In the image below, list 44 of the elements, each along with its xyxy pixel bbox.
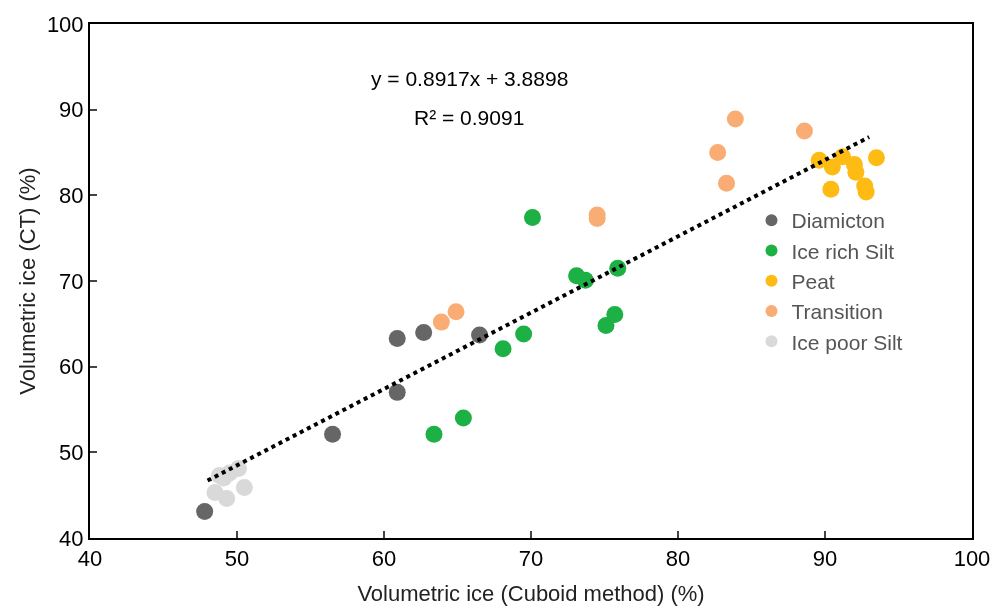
x-axis-title: Volumetric ice (Cuboid method) (%) bbox=[357, 581, 705, 606]
point bbox=[324, 425, 342, 443]
point bbox=[388, 383, 406, 401]
point bbox=[432, 313, 450, 331]
point bbox=[515, 325, 533, 343]
y-tick-label: 80 bbox=[59, 183, 84, 209]
x-tick-label: 90 bbox=[812, 546, 838, 572]
point bbox=[425, 425, 443, 443]
legend-label: Ice poor Silt bbox=[791, 330, 903, 354]
annotation: R² = 0.9091 bbox=[414, 106, 525, 129]
point bbox=[606, 305, 624, 323]
legend-label: Ice rich Silt bbox=[791, 239, 895, 263]
point bbox=[415, 323, 433, 341]
x-tick-label: 70 bbox=[518, 546, 544, 572]
y-tick-label: 90 bbox=[59, 97, 84, 123]
point bbox=[822, 180, 840, 198]
y-tick-label: 60 bbox=[59, 354, 84, 380]
point bbox=[795, 122, 813, 140]
point bbox=[454, 409, 472, 427]
point bbox=[726, 110, 744, 128]
x-tick-label: 100 bbox=[953, 546, 991, 572]
legend-label: Transition bbox=[791, 300, 883, 324]
point bbox=[867, 149, 885, 167]
point bbox=[823, 158, 841, 176]
point bbox=[196, 502, 214, 520]
legend-label: Peat bbox=[791, 269, 835, 293]
y-tick-label: 70 bbox=[59, 268, 84, 294]
point bbox=[447, 303, 465, 321]
y-tick-label: 100 bbox=[46, 11, 84, 37]
point bbox=[388, 329, 406, 347]
x-tick-label: 60 bbox=[371, 546, 397, 572]
point bbox=[218, 490, 236, 508]
point bbox=[523, 209, 541, 227]
x-tick-label: 50 bbox=[224, 546, 250, 572]
point bbox=[235, 478, 253, 496]
y-axis-title: Volumetric ice (CT) (%) bbox=[15, 167, 40, 395]
point bbox=[709, 144, 727, 161]
point bbox=[718, 174, 736, 192]
point bbox=[597, 317, 615, 335]
point bbox=[494, 340, 512, 358]
annotation: y = 0.8917x + 3.8898 bbox=[371, 67, 569, 90]
legend-label: Diamicton bbox=[791, 209, 885, 233]
x-tick-label: 80 bbox=[665, 546, 691, 572]
y-tick-label: 50 bbox=[59, 440, 84, 466]
